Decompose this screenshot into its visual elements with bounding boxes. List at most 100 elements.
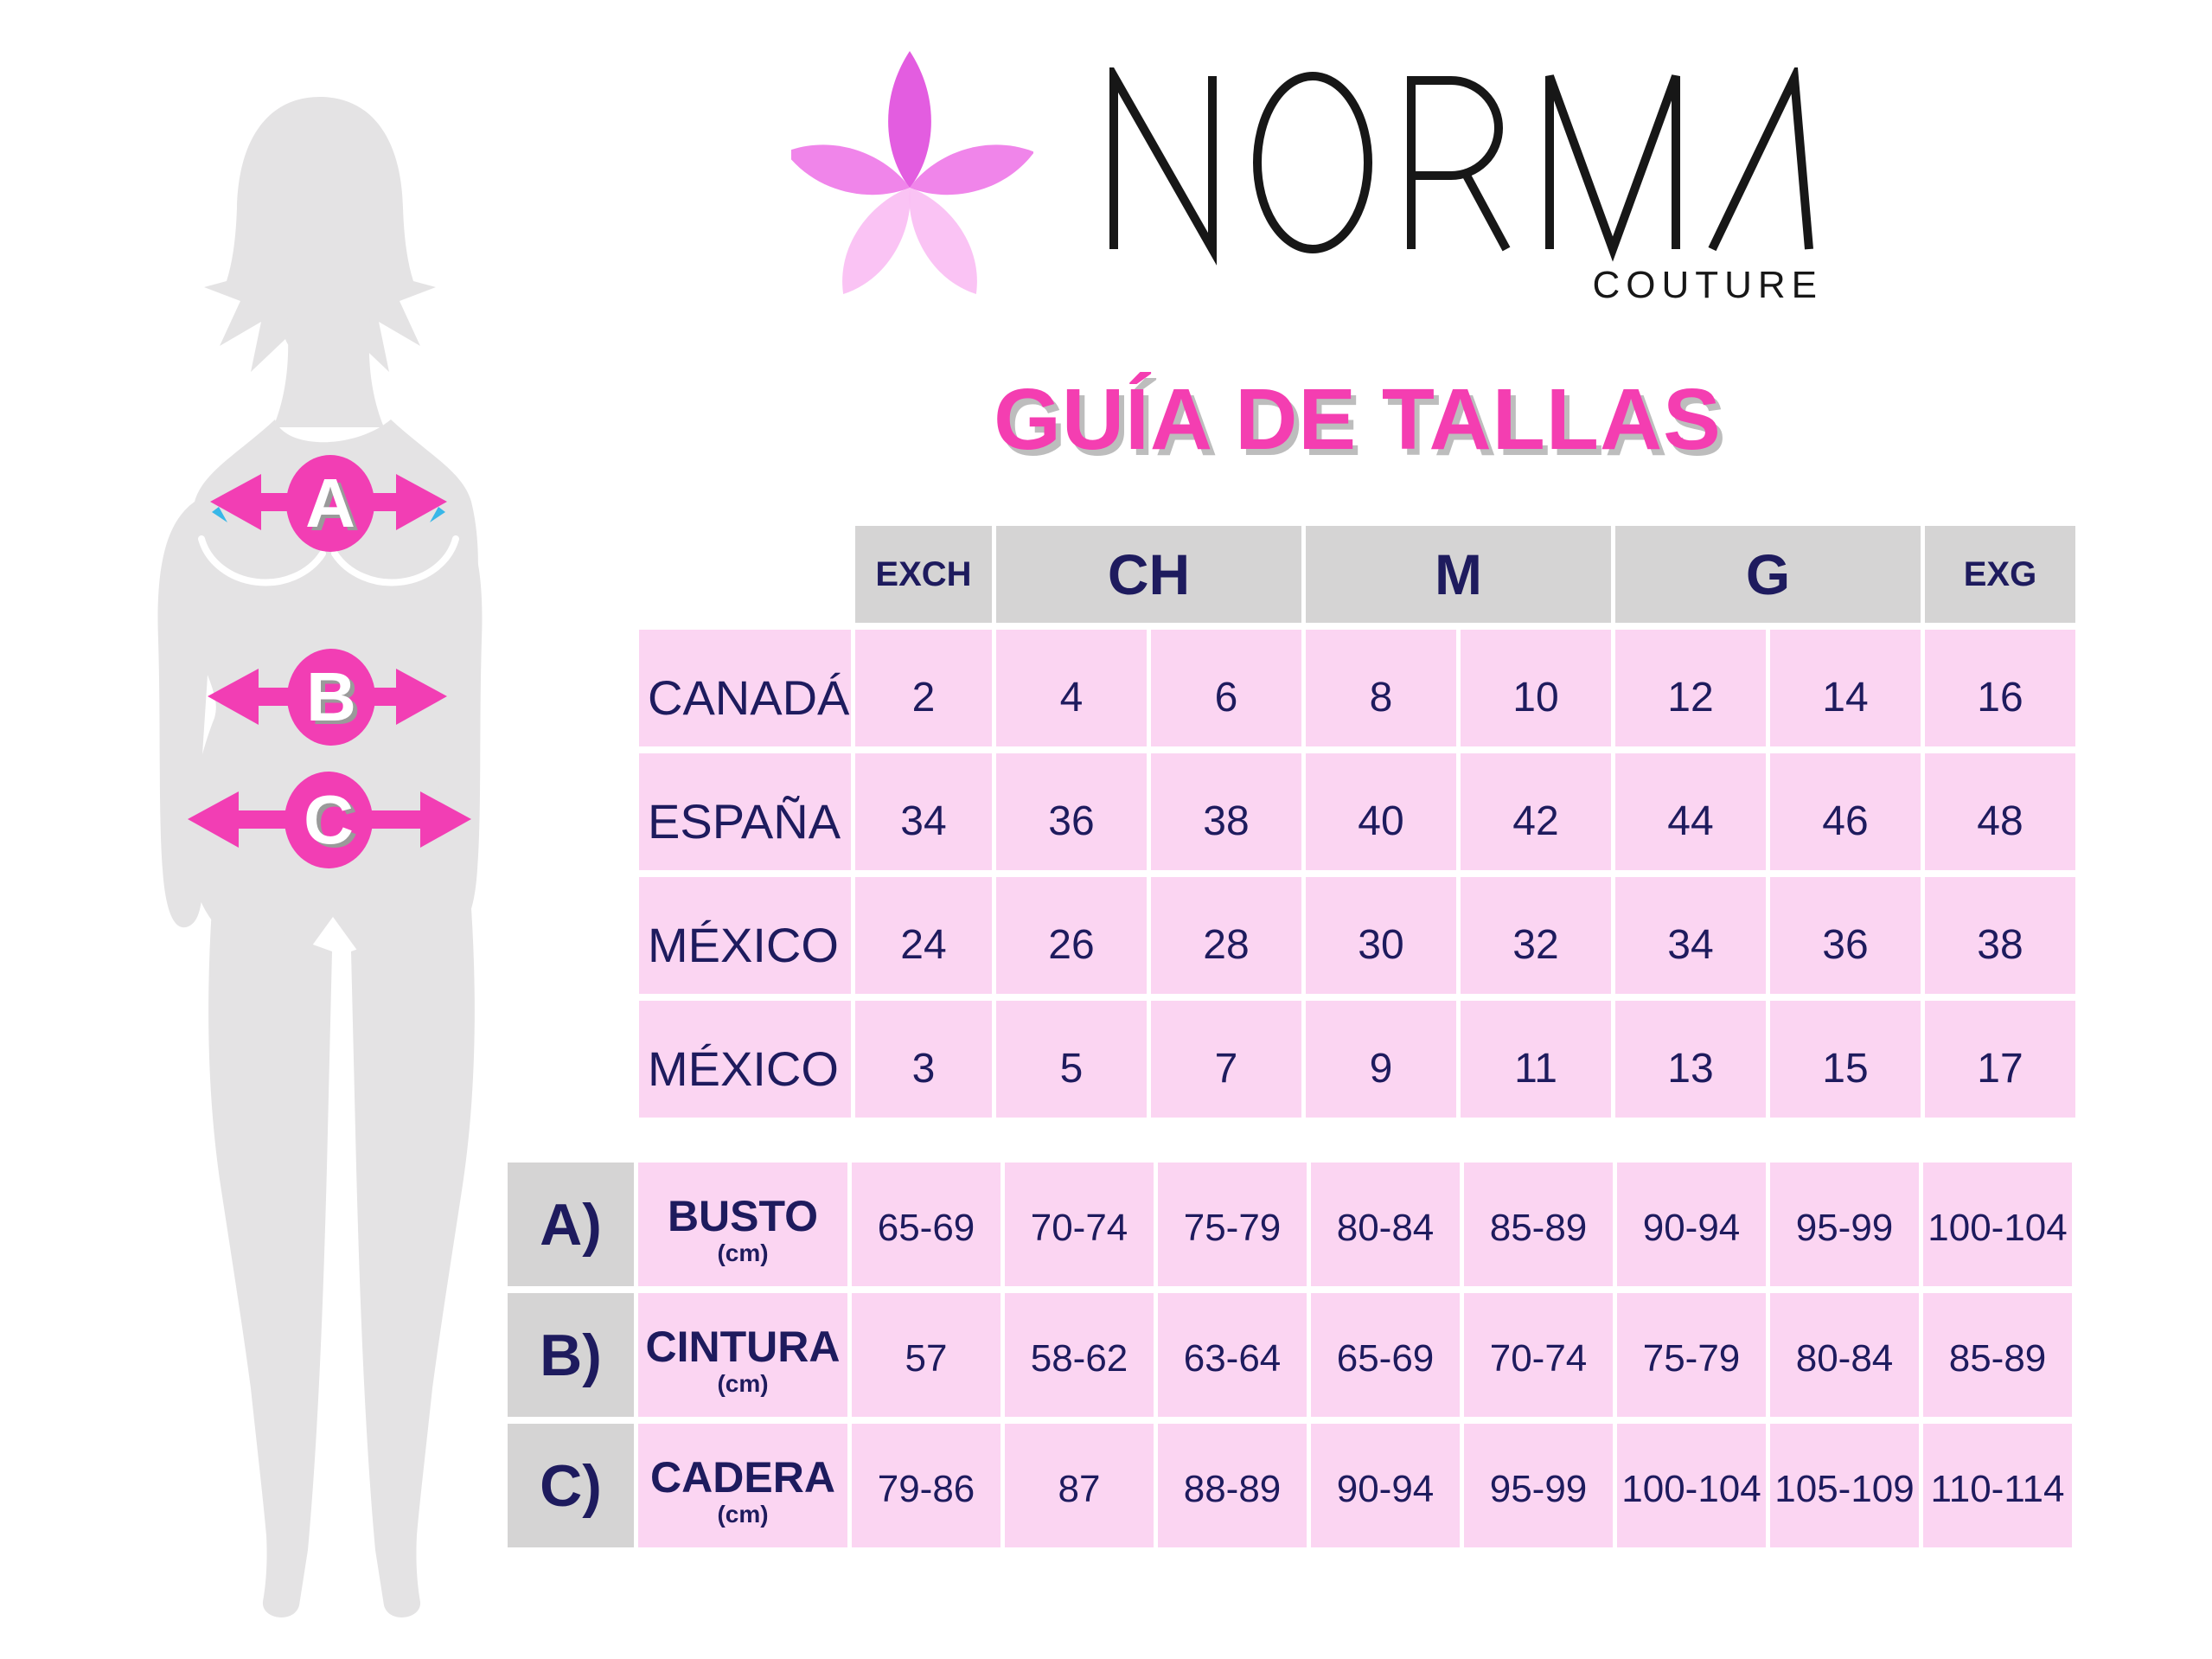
country-label: MÉXICO [639,1001,851,1118]
measure-cell: 57 [852,1293,1001,1417]
measurement-arrows [188,455,471,868]
measure-cell: 85-89 [1464,1163,1613,1286]
bust-arrow [210,455,447,552]
measure-cell: 63-64 [1158,1293,1307,1417]
body-measurements-table: A) BUSTO (cm) 65-69 70-74 75-79 80-84 85… [503,1156,2076,1554]
hip-label-shadow: C [308,785,358,862]
measure-name-cell: CINTURA (cm) [638,1293,847,1417]
measure-cell: 110-114 [1923,1424,2072,1547]
measure-point-letters: A A B B C C [304,464,361,862]
waist-arrow [208,649,447,746]
brand-letterforms [1109,67,1813,266]
hip-arrow [188,772,471,868]
country-label: CANADÁ [639,630,851,746]
measure-cell: 58-62 [1005,1293,1154,1417]
size-cell: 9 [1306,1001,1456,1118]
measure-cell: 70-74 [1464,1293,1613,1417]
measure-cell: 88-89 [1158,1424,1307,1547]
measure-name: CADERA [650,1453,835,1502]
measure-name: CINTURA [645,1323,841,1372]
size-cell: 46 [1770,753,1921,870]
measure-cell: 87 [1005,1424,1154,1547]
size-cell: 6 [1151,630,1301,746]
page-title: GUÍA DE TALLAS [994,371,1722,468]
size-row-mexico-odd: MÉXICO 3 5 7 9 11 13 15 17 [639,1001,2075,1118]
female-silhouette-figure: A A B B C C [157,97,483,1617]
measure-cell: 90-94 [1617,1163,1766,1286]
bust-label: A [305,464,355,541]
size-row-canada: CANADÁ 2 4 6 8 10 12 14 16 [639,630,2075,746]
silhouette-body [157,97,483,1617]
measure-cell: 65-69 [852,1163,1001,1286]
measure-row-cintura: B) CINTURA (cm) 57 58-62 63-64 65-69 70-… [508,1293,2072,1417]
measure-key: B) [508,1293,634,1417]
size-header-exch: EXCH [855,526,992,623]
size-cell: 3 [855,1001,992,1118]
size-cell: 34 [1615,877,1766,994]
size-cell: 7 [1151,1001,1301,1118]
measure-cell: 80-84 [1770,1293,1919,1417]
size-cell: 16 [1925,630,2075,746]
measure-row-busto: A) BUSTO (cm) 65-69 70-74 75-79 80-84 85… [508,1163,2072,1286]
country-label: MÉXICO [639,877,851,994]
bust-outline-curves [198,535,459,586]
country-label: ESPAÑA [639,753,851,870]
size-cell: 32 [1461,877,1611,994]
corner-spacer [639,526,851,623]
measure-cell: 95-99 [1770,1163,1919,1286]
measure-unit: (cm) [717,1239,769,1266]
measure-key: C) [508,1424,634,1547]
size-row-espana: ESPAÑA 34 36 38 40 42 44 46 48 [639,753,2075,870]
measure-name-cell: CADERA (cm) [638,1424,847,1547]
measure-key: A) [508,1163,634,1286]
size-cell: 5 [996,1001,1147,1118]
measure-cell: 95-99 [1464,1424,1613,1547]
size-cell: 26 [996,877,1147,994]
measure-cell: 70-74 [1005,1163,1154,1286]
size-cell: 38 [1925,877,2075,994]
size-cell: 42 [1461,753,1611,870]
size-cell: 10 [1461,630,1611,746]
size-header-exg: EXG [1925,526,2075,623]
size-cell: 8 [1306,630,1456,746]
measure-name-cell: BUSTO (cm) [638,1163,847,1286]
size-cell: 15 [1770,1001,1921,1118]
size-cell: 36 [1770,877,1921,994]
size-cell: 13 [1615,1001,1766,1118]
size-header-m: M [1306,526,1611,623]
measure-cell: 100-104 [1923,1163,2072,1286]
size-cell: 30 [1306,877,1456,994]
cyan-marks [212,507,445,522]
size-cell: 11 [1461,1001,1611,1118]
brand-name: NORMA [0,0,1,1]
measure-cell: 65-69 [1311,1293,1460,1417]
waist-label-shadow: B [310,662,361,739]
size-cell: 48 [1925,753,2075,870]
size-cell: 28 [1151,877,1301,994]
size-cell: 34 [855,753,992,870]
hip-label: C [304,781,354,858]
brand-subtitle: COUTURE [1592,264,1823,306]
size-cell: 24 [855,877,992,994]
measure-cell: 80-84 [1311,1163,1460,1286]
measure-name: BUSTO [667,1192,819,1241]
brand-logo: COUTURE [1109,67,1823,306]
size-cell: 17 [1925,1001,2075,1118]
size-cell: 4 [996,630,1147,746]
waist-label: B [306,658,356,735]
size-cell: 12 [1615,630,1766,746]
measure-unit: (cm) [717,1500,769,1528]
size-row-mexico: MÉXICO 24 26 28 30 32 34 36 38 [639,877,2075,994]
measure-cell: 75-79 [1158,1163,1307,1286]
size-header-ch: CH [996,526,1301,623]
size-header-g: G [1615,526,1921,623]
size-cell: 14 [1770,630,1921,746]
measure-row-cadera: C) CADERA (cm) 79-86 87 88-89 90-94 95-9… [508,1424,2072,1547]
measure-cell: 105-109 [1770,1424,1919,1547]
bust-label-shadow: A [310,468,360,545]
measure-cell: 90-94 [1311,1424,1460,1547]
size-cell: 44 [1615,753,1766,870]
size-cell: 2 [855,630,992,746]
measure-unit: (cm) [717,1369,769,1397]
